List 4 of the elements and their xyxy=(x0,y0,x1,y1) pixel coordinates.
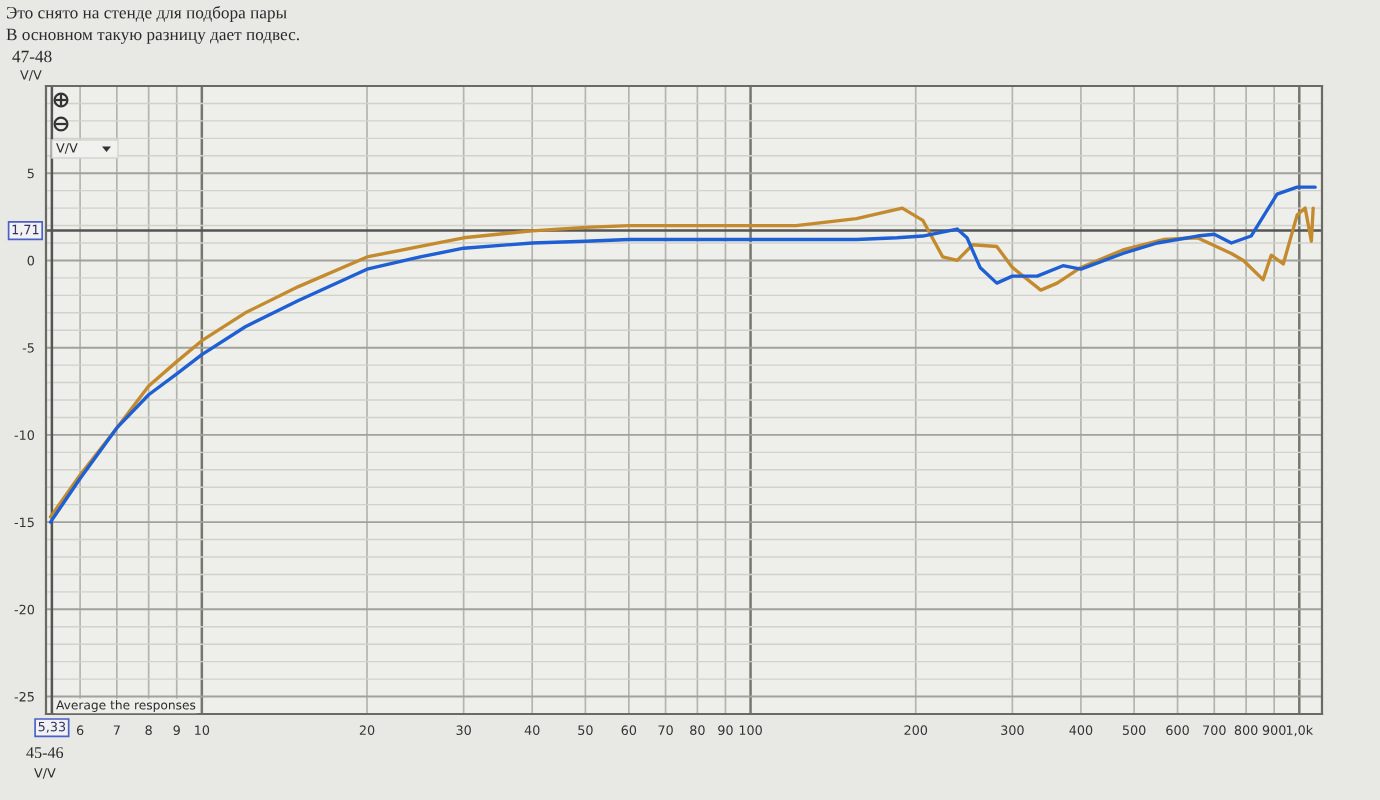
text: 45-46 xyxy=(26,747,64,759)
chart-title: Это снято на стенде для подбора пары xyxy=(6,6,287,22)
chart-subtitle: В основном такую разницу дает подвес. xyxy=(6,28,299,44)
text: 47-48 xyxy=(12,50,52,63)
